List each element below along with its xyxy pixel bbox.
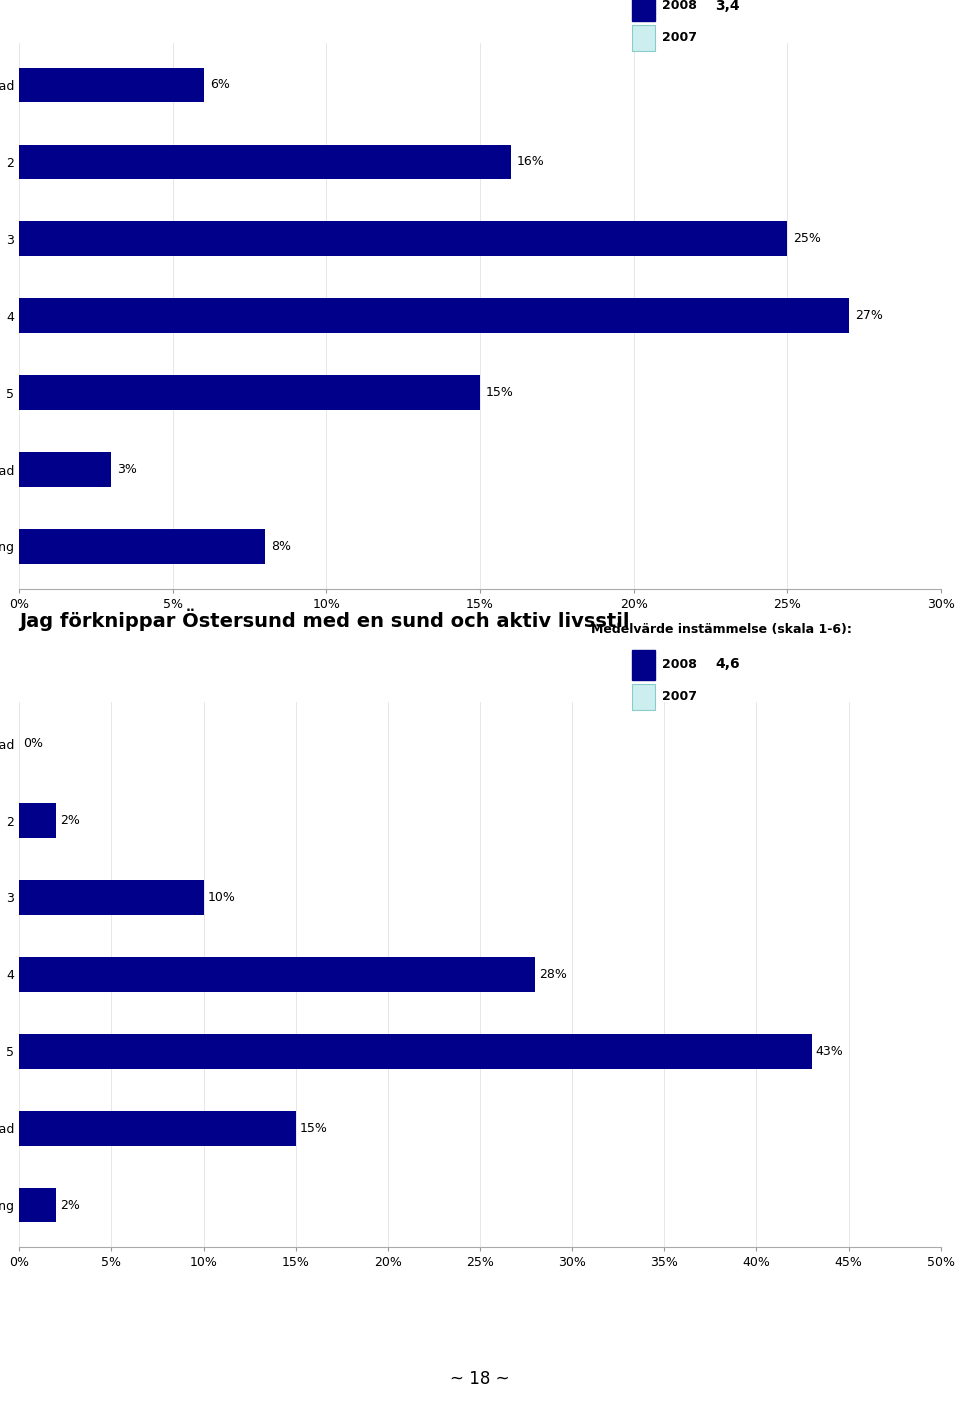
Bar bbox=[19, 1035, 812, 1069]
Text: Jag förknippar Östersund med en sund och aktiv livsstil: Jag förknippar Östersund med en sund och… bbox=[19, 608, 630, 631]
Bar bbox=[19, 1112, 296, 1146]
Text: 16%: 16% bbox=[516, 156, 544, 168]
Text: 28%: 28% bbox=[539, 968, 566, 980]
Bar bbox=[19, 1187, 56, 1223]
Bar bbox=[19, 144, 511, 180]
Text: 8%: 8% bbox=[271, 539, 291, 552]
Bar bbox=[19, 452, 111, 487]
Text: 4,6: 4,6 bbox=[715, 658, 739, 672]
Bar bbox=[19, 529, 265, 564]
Text: 25%: 25% bbox=[793, 233, 821, 245]
Text: 2008: 2008 bbox=[661, 0, 696, 13]
Text: 27%: 27% bbox=[854, 310, 882, 323]
FancyBboxPatch shape bbox=[632, 0, 655, 21]
Text: 43%: 43% bbox=[815, 1045, 843, 1057]
Text: 2007: 2007 bbox=[661, 691, 697, 704]
Text: 6%: 6% bbox=[209, 78, 229, 91]
Bar bbox=[19, 221, 787, 255]
Text: 15%: 15% bbox=[486, 387, 514, 400]
FancyBboxPatch shape bbox=[632, 649, 655, 679]
Text: ~ 18 ~: ~ 18 ~ bbox=[450, 1370, 510, 1388]
Text: 2%: 2% bbox=[60, 1199, 80, 1212]
Bar bbox=[19, 958, 536, 992]
Bar bbox=[19, 880, 204, 915]
Text: 2007: 2007 bbox=[661, 31, 697, 44]
Text: 2008: 2008 bbox=[661, 658, 696, 671]
Text: 3,4: 3,4 bbox=[715, 0, 739, 13]
Text: 15%: 15% bbox=[300, 1122, 327, 1134]
Bar bbox=[19, 375, 480, 410]
Text: Medelvärde instämmelse (skala 1-6):: Medelvärde instämmelse (skala 1-6): bbox=[590, 624, 852, 636]
Bar bbox=[19, 803, 56, 838]
Text: 2%: 2% bbox=[60, 813, 80, 828]
Bar bbox=[19, 298, 849, 332]
FancyBboxPatch shape bbox=[632, 684, 655, 709]
Text: 3%: 3% bbox=[117, 462, 137, 477]
FancyBboxPatch shape bbox=[632, 24, 655, 51]
Text: 0%: 0% bbox=[23, 738, 43, 751]
Bar bbox=[19, 67, 204, 103]
Text: 10%: 10% bbox=[207, 890, 235, 903]
